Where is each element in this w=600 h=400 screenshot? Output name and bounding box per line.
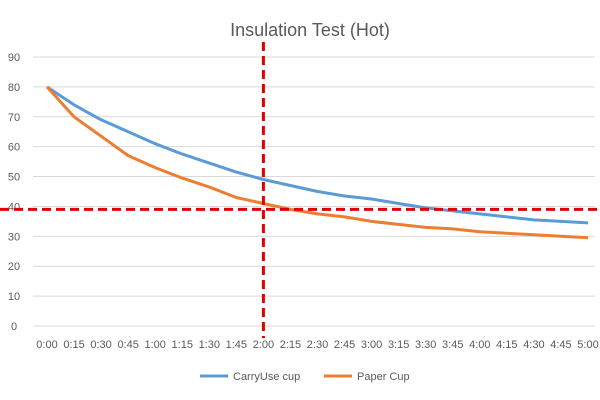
- y-tick-label: 70: [8, 112, 20, 124]
- x-tick-label: 1:00: [144, 339, 165, 351]
- y-tick-label: 20: [8, 261, 20, 273]
- x-tick-label: 0:45: [117, 339, 138, 351]
- x-tick-label: 2:15: [280, 339, 301, 351]
- x-tick-label: 0:15: [63, 339, 84, 351]
- x-tick-label: 4:15: [496, 339, 517, 351]
- legend-label: CarryUse cup: [233, 371, 300, 383]
- x-tick-label: 3:15: [388, 339, 409, 351]
- x-tick-label: 4:45: [550, 339, 571, 351]
- x-tick-label: 5:00: [577, 339, 598, 351]
- y-tick-label: 60: [8, 142, 20, 154]
- y-tick-label: 50: [8, 172, 20, 184]
- series-line-carryuse-cup: [46, 85, 589, 225]
- legend-label: Paper Cup: [357, 371, 410, 383]
- x-tick-label: 2:30: [307, 339, 328, 351]
- x-tick-label: 4:00: [469, 339, 490, 351]
- x-tick-label: 1:15: [172, 339, 193, 351]
- y-tick-label: 90: [8, 52, 20, 64]
- x-tick-label: 2:00: [253, 339, 274, 351]
- x-tick-label: 1:30: [199, 339, 220, 351]
- x-tick-label: 3:00: [361, 339, 382, 351]
- y-tick-label: 40: [8, 201, 20, 213]
- x-tick-label: 1:45: [226, 339, 247, 351]
- x-tick-label: 0:30: [90, 339, 111, 351]
- series-line-paper-cup: [45, 85, 589, 240]
- x-tick-label: 2:45: [334, 339, 355, 351]
- x-tick-label: 0:00: [36, 339, 57, 351]
- chart-title: Insulation Test (Hot): [230, 20, 390, 40]
- y-tick-label: 0: [11, 321, 17, 333]
- y-tick-label: 10: [8, 291, 20, 303]
- x-tick-label: 3:45: [442, 339, 463, 351]
- y-tick-label: 80: [8, 82, 20, 94]
- x-tick-label: 4:30: [523, 339, 544, 351]
- x-tick-label: 3:30: [415, 339, 436, 351]
- y-tick-label: 30: [8, 231, 20, 243]
